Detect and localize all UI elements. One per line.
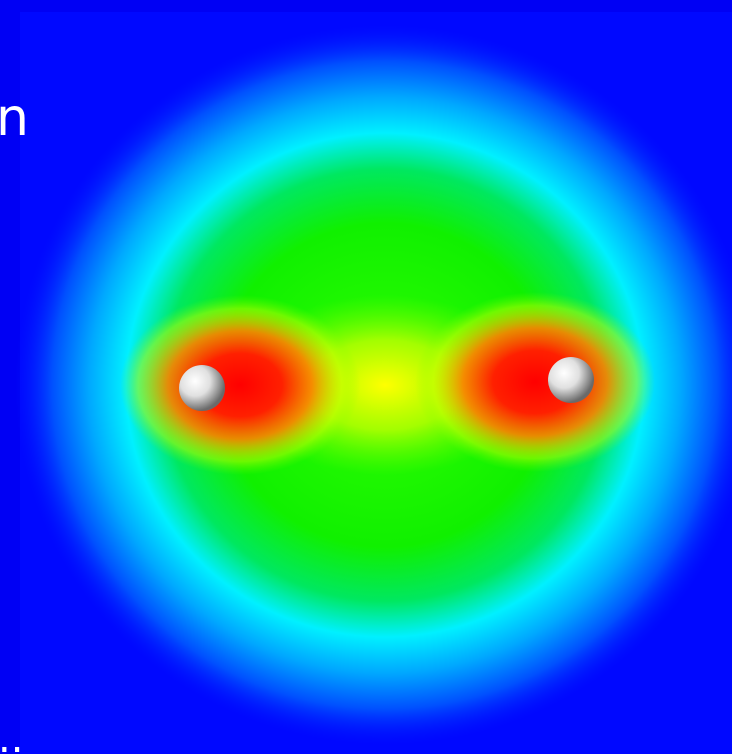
left-atom [179, 365, 225, 411]
right-atom [548, 357, 594, 403]
page: n .. (() => { const data = JSON.parse(do… [0, 0, 732, 754]
left-nucleus-density [120, 295, 360, 475]
title-fragment: n [0, 88, 29, 148]
right-nucleus-density [415, 292, 655, 472]
density-visualization: n .. [0, 0, 732, 754]
footer-fragment: .. [0, 716, 23, 754]
